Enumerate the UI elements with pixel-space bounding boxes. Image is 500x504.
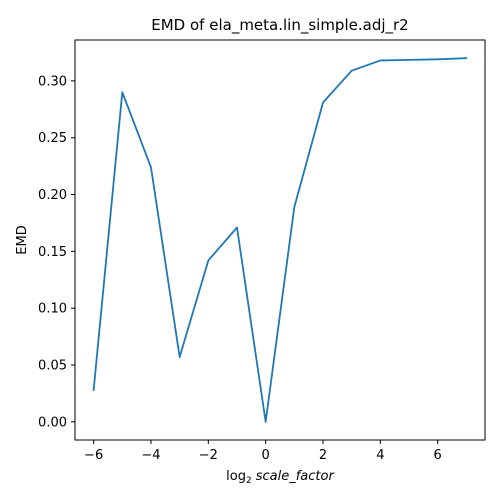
plot-area — [74, 39, 486, 441]
y-tick-label: 0.20 — [38, 188, 67, 203]
x-tick-label: −4 — [141, 448, 160, 463]
x-tick-label: −2 — [199, 448, 218, 463]
x-tick-label: 6 — [434, 448, 442, 463]
y-tick-label: 0.25 — [38, 131, 67, 146]
y-tick-label: 0.15 — [38, 245, 67, 260]
y-tick-label: 0.30 — [38, 74, 67, 89]
chart-title: EMD of ela_meta.lin_simple.adj_r2 — [151, 16, 408, 35]
y-tick-label: 0.00 — [38, 415, 67, 430]
x-axis-label: log2 scale_factor — [226, 469, 335, 486]
x-tick-label: −6 — [84, 448, 103, 463]
plot-frame — [74, 39, 486, 441]
y-tick-label: 0.10 — [38, 302, 67, 317]
series-line-0 — [92, 57, 468, 423]
x-tick-label: 0 — [262, 448, 270, 463]
y-tick-label: 0.05 — [38, 359, 67, 374]
x-tick-label: 2 — [319, 448, 327, 463]
y-axis-label: EMD — [15, 225, 30, 254]
x-axis-ticks: −6 −4 −2 0 2 4 6 — [84, 440, 442, 463]
x-tick-label: 4 — [376, 448, 384, 463]
x-axis-label-prefix: log — [226, 469, 246, 484]
x-axis-label-variable: scale_factor — [256, 469, 336, 484]
y-axis-ticks: 0.00 0.05 0.10 0.15 0.20 0.25 0.30 — [38, 74, 75, 430]
series-layer — [92, 57, 468, 423]
x-axis-label-subscript: 2 — [246, 476, 252, 486]
